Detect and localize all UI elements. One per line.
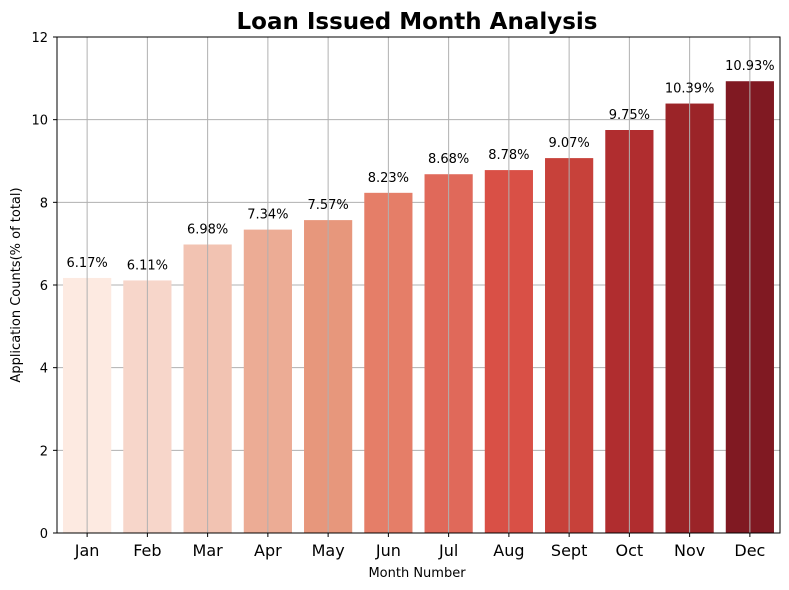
x-tick-label: Apr [254, 541, 282, 560]
plot-frame [56, 36, 781, 534]
y-tick-label: 6 [40, 279, 48, 294]
chart-title: Loan Issued Month Analysis [236, 9, 597, 35]
data-label: 8.78% [488, 148, 529, 163]
data-label: 10.93% [725, 59, 775, 74]
data-label: 8.68% [428, 152, 469, 167]
y-tick-label: 4 [40, 362, 48, 377]
data-label: 10.39% [665, 82, 715, 97]
y-tick-label: 12 [31, 31, 48, 46]
data-label: 9.75% [609, 108, 650, 123]
y-axis-label: Application Counts(% of total) [9, 187, 24, 382]
data-label: 7.34% [247, 208, 288, 223]
x-axis-label: Month Number [368, 566, 466, 581]
x-tick-label: May [312, 541, 345, 560]
y-tick-label: 0 [40, 527, 48, 542]
y-tick-label: 10 [31, 114, 48, 129]
y-tick-label: 8 [40, 196, 48, 211]
data-label: 9.07% [548, 136, 589, 151]
data-label: 6.17% [66, 256, 107, 271]
x-tick-label: Dec [734, 541, 765, 560]
x-tick-label: Oct [616, 541, 644, 560]
x-tick-label: Nov [674, 541, 705, 560]
x-tick-label: Jun [375, 541, 401, 560]
x-tick-label: Sept [551, 541, 587, 560]
data-label-layer: 6.17% 6.11% 6.98% 7.34% 7.57% 8.23% 8.68% 8.78%… [66, 59, 774, 273]
x-tick-label: Jul [438, 541, 458, 560]
axis-layer: 0 2 4 6 8 10 12 Jan Feb Mar Apr May Jun Jul Aug Sept Oct… [31, 31, 781, 560]
data-label: 7.57% [307, 198, 348, 213]
data-label: 6.98% [187, 222, 228, 237]
x-tick-label: Aug [493, 541, 524, 560]
vertical-grid-layer [86, 37, 751, 533]
bar-layer [63, 81, 774, 534]
y-tick-label: 2 [40, 444, 48, 459]
data-label: 8.23% [368, 171, 409, 186]
x-tick-label: Feb [133, 541, 161, 560]
x-tick-label: Jan [74, 541, 100, 560]
data-label: 6.11% [127, 258, 168, 273]
x-tick-label: Mar [193, 541, 224, 560]
